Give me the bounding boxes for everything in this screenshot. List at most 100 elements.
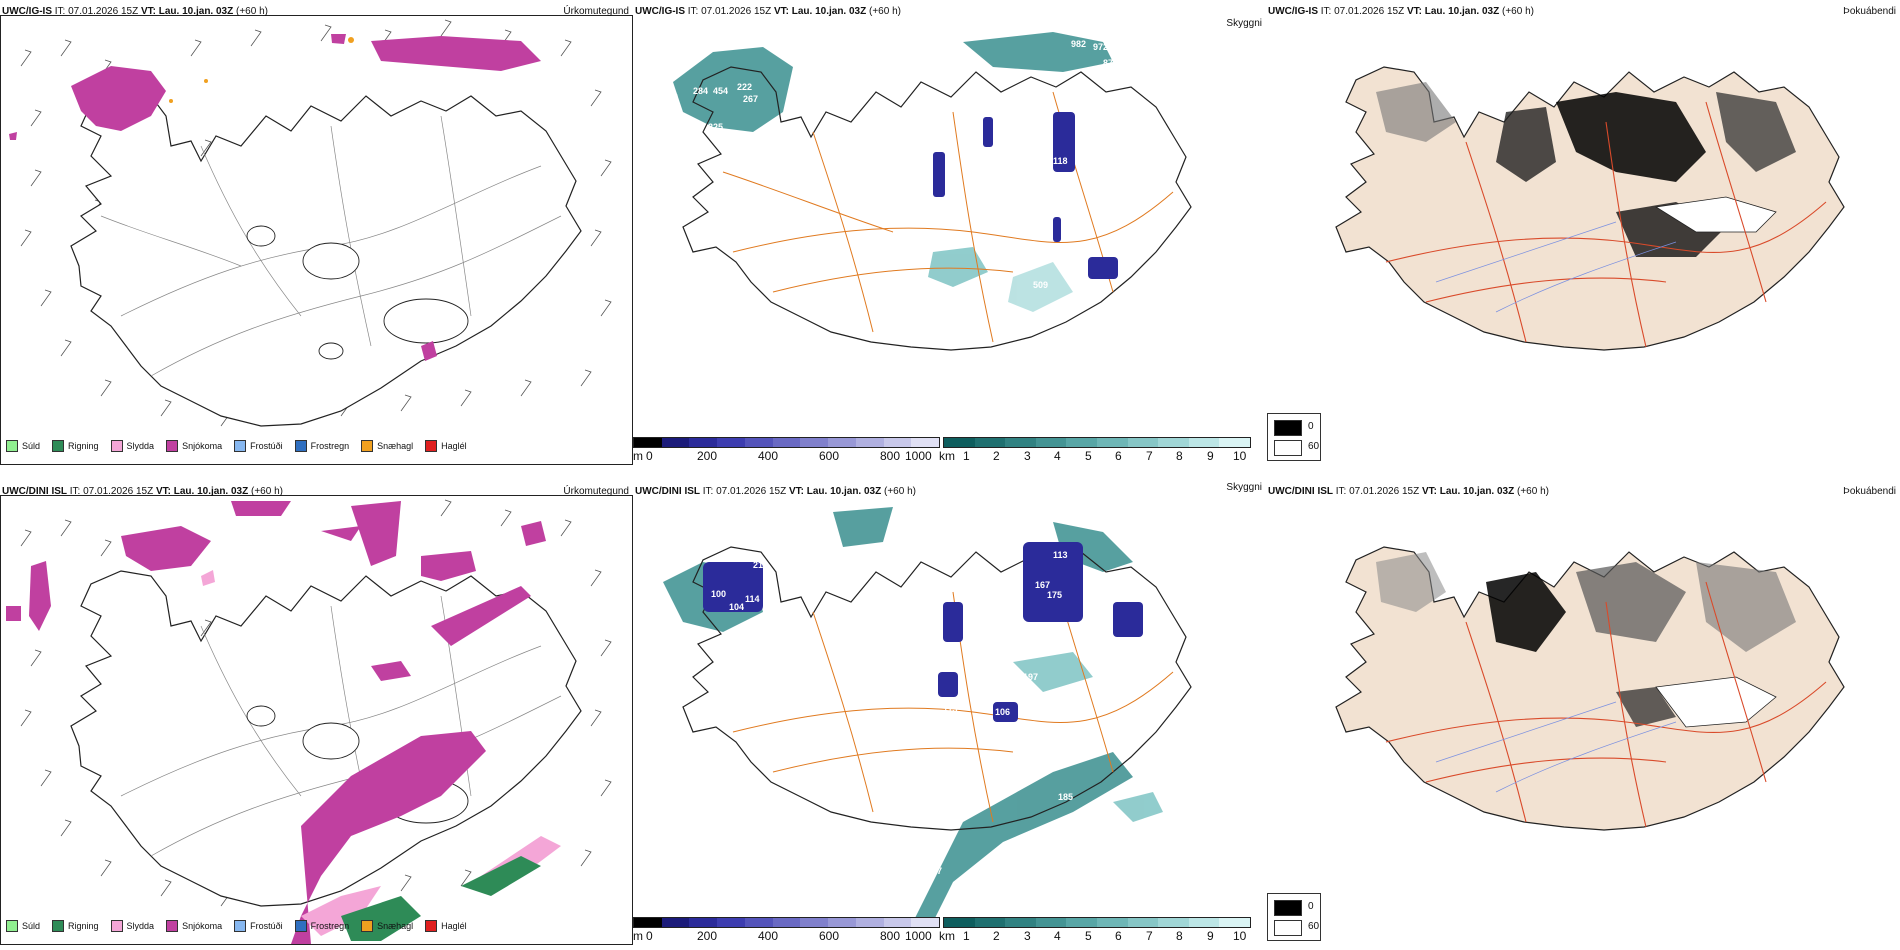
ceiling-label: 100 [711,589,726,599]
ceiling-label: 118 [1053,156,1068,166]
visibility-tick: 1 [963,449,970,463]
fog-map [1335,66,1845,351]
ceiling-label: 225 [708,122,723,132]
legend-item-freezing-rain: Frostregn [294,440,350,452]
visibility-unit: km [939,449,955,463]
legend-swatch [52,440,65,452]
ceiling-tick: 1000 [905,929,932,943]
ceiling-label: 567 [927,866,942,876]
fog-legend-label: 0 [1308,901,1314,912]
it-label: IT: [69,486,81,497]
visibility-map: 989 454 222 267 284 225 135 118 128 118 … [663,32,1192,351]
model-name: UWC/DINI ISL [635,486,700,497]
ceiling-labels: 989 454 222 267 284 225 135 118 128 118 … [663,39,1188,342]
visibility-tick: 4 [1054,449,1061,463]
precip-map [9,19,612,427]
ceiling-label: 160 [1043,622,1058,632]
legend-label: Snæhagl [377,441,414,451]
visibility-tick: 7 [1146,449,1153,463]
ceiling-label: 305 [1061,332,1076,342]
ceiling-tick: 800 [880,449,901,463]
model-name: UWC/IG-IS [635,6,685,17]
legend-swatch [294,920,307,932]
visibility-colorbar-strip [943,437,1251,448]
it-value: 07.01.2026 15Z [1334,6,1405,17]
model-name: UWC/IG-IS [1268,6,1318,17]
fog-areas [1376,82,1796,257]
ceiling-label: 185 [1058,792,1073,802]
fog-legend-swatch [1274,920,1302,936]
vt-label: VT: [140,6,156,17]
ceiling-label: 989 [663,92,678,102]
lead-time: (+60 h) [1517,486,1549,497]
precip-map-frame [0,495,633,945]
legend-swatch [234,440,247,452]
vt-value: Lau. 10.jan. 03Z [791,6,867,17]
legend-label: Frostúði [250,921,283,931]
panel-header: UWC/IG-IS IT: 07.01.2026 15Z VT: Lau. 10… [635,6,1264,20]
legend-label: Súld [22,441,41,451]
legend-swatch [234,920,247,932]
visibility-panel: UWC/DINI ISL IT: 07.01.2026 15Z VT: Lau.… [633,480,1266,950]
ceiling-areas [703,542,1143,722]
legend-label: Snjókoma [182,921,223,931]
visibility-map: 232 211 100 104 114 876 113 175 167 205 … [635,507,1192,922]
fog-legend-swatch [1274,420,1302,436]
ceiling-tick: 200 [697,929,718,943]
snowfall-areas [6,501,546,944]
it-label: IT: [702,486,714,497]
legend-swatch [166,440,179,452]
ceiling-tick: 600 [819,929,840,943]
precip-map-frame [0,15,633,465]
visibility-tick: 3 [1024,929,1031,943]
visibility-areas [673,32,1113,312]
rain-areas [341,856,541,941]
it-value: 07.01.2026 15Z [68,6,139,17]
legend-swatch [52,920,65,932]
river-network [1435,701,1677,793]
forecast-row-bottom: UWC/DINI ISL IT: 07.01.2026 15Z VT: Lau.… [0,480,1900,950]
fog-legend-label: 60 [1308,441,1320,452]
ceiling-label: 876 [635,617,650,627]
fog-map [1335,546,1845,831]
it-label: IT: [54,6,66,17]
ceiling-colorbar: m 0 200 400 600 800 1000 [633,917,940,949]
ceiling-colorbar-strip [633,437,940,448]
ceiling-label: 118 [998,239,1013,249]
ceiling-label: 113 [943,704,958,714]
precip-map [6,499,612,944]
legend-label: Slydda [126,921,155,931]
legend-label: Slydda [126,441,155,451]
ceiling-areas [933,112,1118,279]
ceiling-unit: m [633,449,643,463]
fog-panel: UWC/DINI ISL IT: 07.01.2026 15Z VT: Lau.… [1266,480,1900,950]
it-label: IT: [1320,6,1332,17]
fog-legend-label: 0 [1308,421,1314,432]
legend-swatch [361,440,374,452]
vt-value: Lau. 10.jan. 03Z [173,486,249,497]
vt-label: VT: [1406,6,1422,17]
product-title: Úrkomutegund [563,486,629,497]
ceiling-label: 149 [1120,262,1135,272]
visibility-colorbar: km 1 2 3 4 5 6 7 8 9 10 [939,917,1253,949]
model-name: UWC/DINI ISL [2,486,67,497]
snowfall-areas [9,34,541,361]
legend-swatch [6,920,18,932]
ceiling-label: 167 [1035,580,1050,590]
lead-time: (+60 h) [1502,6,1534,17]
ceiling-label: 190 [995,642,1010,652]
legend-item-snow-pellets: Snæhagl [361,920,413,932]
visibility-tick: 6 [1115,449,1122,463]
ceiling-tick: 200 [697,449,718,463]
legend-label: Frostregn [310,441,350,451]
legend-swatch [110,440,123,452]
fog-areas [1376,552,1796,728]
legend-item-freezing-rain: Frostregn [294,920,349,932]
lead-time: (+60 h) [884,486,916,497]
fog-panel: UWC/IG-IS IT: 07.01.2026 15Z VT: Lau. 10… [1266,0,1900,470]
it-value: 07.01.2026 15Z [701,6,772,17]
it-label: IT: [1335,486,1347,497]
ceiling-tick: 600 [819,449,840,463]
ceiling-labels: 232 211 100 104 114 876 113 175 167 205 … [635,550,1128,876]
ceiling-label: 175 [1047,590,1062,600]
